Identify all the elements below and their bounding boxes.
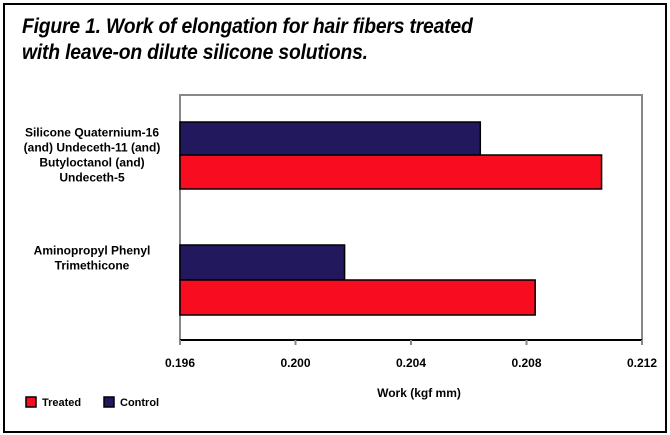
category-label: Aminopropyl Phenyl [34, 244, 151, 258]
category-label: Silicone Quaternium-16 [25, 126, 159, 140]
bar-control [179, 121, 482, 157]
category-label: (and) Undeceth-11 (and) [24, 141, 161, 155]
bar-treated [179, 154, 603, 190]
x-axis-title: Work (kgf mm) [377, 386, 461, 400]
legend-swatch-treated [25, 396, 37, 408]
legend-label-treated: Treated [42, 397, 81, 409]
x-tick-label: 0.196 [165, 356, 195, 370]
title-line-2: with leave-on dilute silicone solutions. [22, 41, 368, 64]
category-label: Butyloctanol (and) [39, 156, 144, 170]
figure-frame [3, 3, 667, 433]
bar-control [179, 244, 346, 281]
x-tick-label: 0.208 [511, 356, 541, 370]
title-line-1: Figure 1. Work of elongation for hair fi… [22, 15, 473, 38]
figure-title: Figure 1. Work of elongation for hair fi… [22, 14, 592, 66]
bar-treated [179, 279, 536, 316]
x-tick-label: 0.204 [396, 356, 426, 370]
legend-swatch-control [103, 396, 115, 408]
x-tick-label: 0.200 [280, 356, 310, 370]
category-label: Undeceth-5 [59, 171, 125, 185]
category-label: Trimethicone [55, 259, 130, 273]
legend-label-control: Control [120, 397, 159, 409]
x-tick-label: 0.212 [627, 356, 657, 370]
